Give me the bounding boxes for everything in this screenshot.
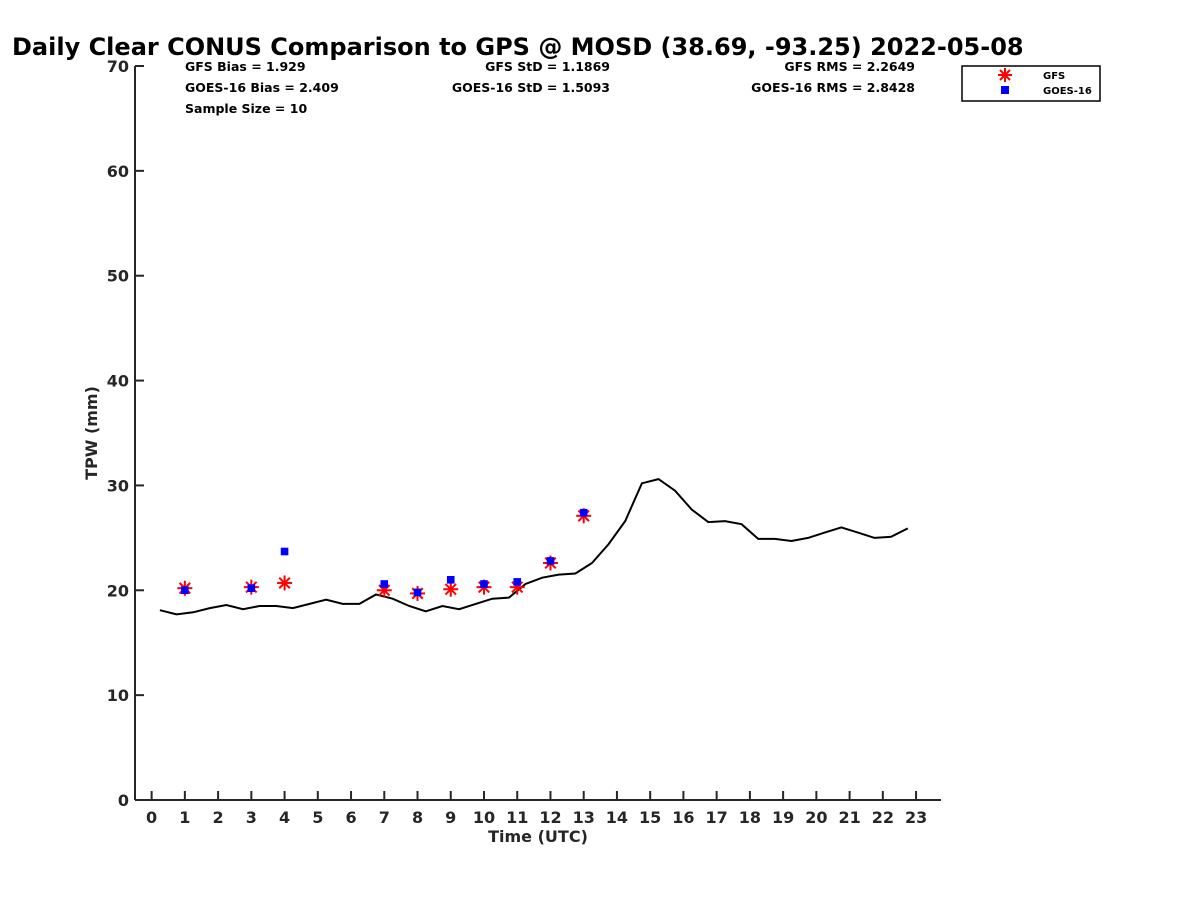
legend-box [961,65,1101,102]
x-tick-label: 2 [213,808,224,827]
y-tick-label: 70 [107,57,129,76]
goes16-point [247,584,256,592]
y-tick-label: 40 [107,372,129,391]
x-tick-label: 13 [573,808,595,827]
goes16-point [413,588,422,597]
y-tick-label: 60 [107,162,129,181]
gfs-point [277,575,293,591]
x-tick-label: 4 [279,808,290,827]
x-tick-label: 16 [672,808,694,827]
x-tick-label: 10 [473,808,495,827]
goes16-point [546,557,555,565]
stat-goes-bias: GOES-16 Bias = 2.409 [185,80,339,95]
stats-block: GFS Bias = 1.929 GOES-16 Bias = 2.409 Sa… [185,59,915,116]
x-tick-label: 19 [772,808,794,827]
x-tick-label: 22 [872,808,894,827]
legend-gfs-marker-icon [998,68,1012,82]
y-tick-label: 10 [107,686,129,705]
gfs-point [443,581,459,597]
plot-area [134,66,941,801]
stat-goes-std: GOES-16 StD = 1.5093 [452,80,610,95]
x-axis-label: Time (UTC) [488,827,588,846]
y-tick-label: 20 [107,581,129,600]
y-axis-ticks: 0 10 20 30 40 50 60 70 [107,57,144,810]
y-tick-label: 50 [107,267,129,286]
x-tick-label: 1 [179,808,190,827]
stat-goes-rms: GOES-16 RMS = 2.8428 [751,80,915,95]
goes16-point [446,576,455,584]
goes16-point [380,580,389,588]
x-tick-label: 18 [739,808,761,827]
stat-gfs-std: GFS StD = 1.1869 [485,59,610,74]
x-tick-label: 8 [412,808,423,827]
series-layer [159,478,909,616]
y-tick-label: 30 [107,476,129,495]
x-tick-label: 7 [379,808,390,827]
x-axis-ticks: 0 1 2 3 4 5 6 7 8 9 10 11 12 13 14 15 16 17 18 19 20 21 22 23 [146,791,927,827]
x-tick-label: 21 [838,808,860,827]
y-tick-label: 0 [118,791,129,810]
legend-goes-label: GOES-16 [1043,86,1092,97]
goes16-point [480,580,488,588]
x-tick-label: 6 [345,808,356,827]
x-tick-label: 20 [805,808,827,827]
x-tick-label: 15 [639,808,661,827]
goes16-point [280,547,289,556]
x-tick-label: 12 [539,808,561,827]
goes16-point [181,586,189,595]
x-tick-label: 5 [312,808,323,827]
legend-gfs-label: GFS [1043,71,1065,82]
x-tick-label: 3 [246,808,257,827]
goes16-point [579,508,588,517]
y-axis-label: TPW (mm) [82,386,101,480]
x-tick-label: 0 [146,808,157,827]
stat-gfs-bias: GFS Bias = 1.929 [185,59,306,74]
chart-title: Daily Clear CONUS Comparison to GPS @ MO… [12,33,1024,61]
stat-gfs-rms: GFS RMS = 2.2649 [784,59,915,74]
legend-goes-marker-icon [1001,86,1009,94]
x-tick-label: 9 [445,808,456,827]
stat-sample-size: Sample Size = 10 [185,101,307,116]
x-tick-label: 23 [905,808,927,827]
legend: GFS GOES-16 [961,65,1101,102]
x-tick-label: 11 [506,808,528,827]
goes16-point [513,578,522,586]
gps-series-line [159,478,909,616]
x-tick-label: 17 [706,808,728,827]
x-tick-label: 14 [606,808,628,827]
